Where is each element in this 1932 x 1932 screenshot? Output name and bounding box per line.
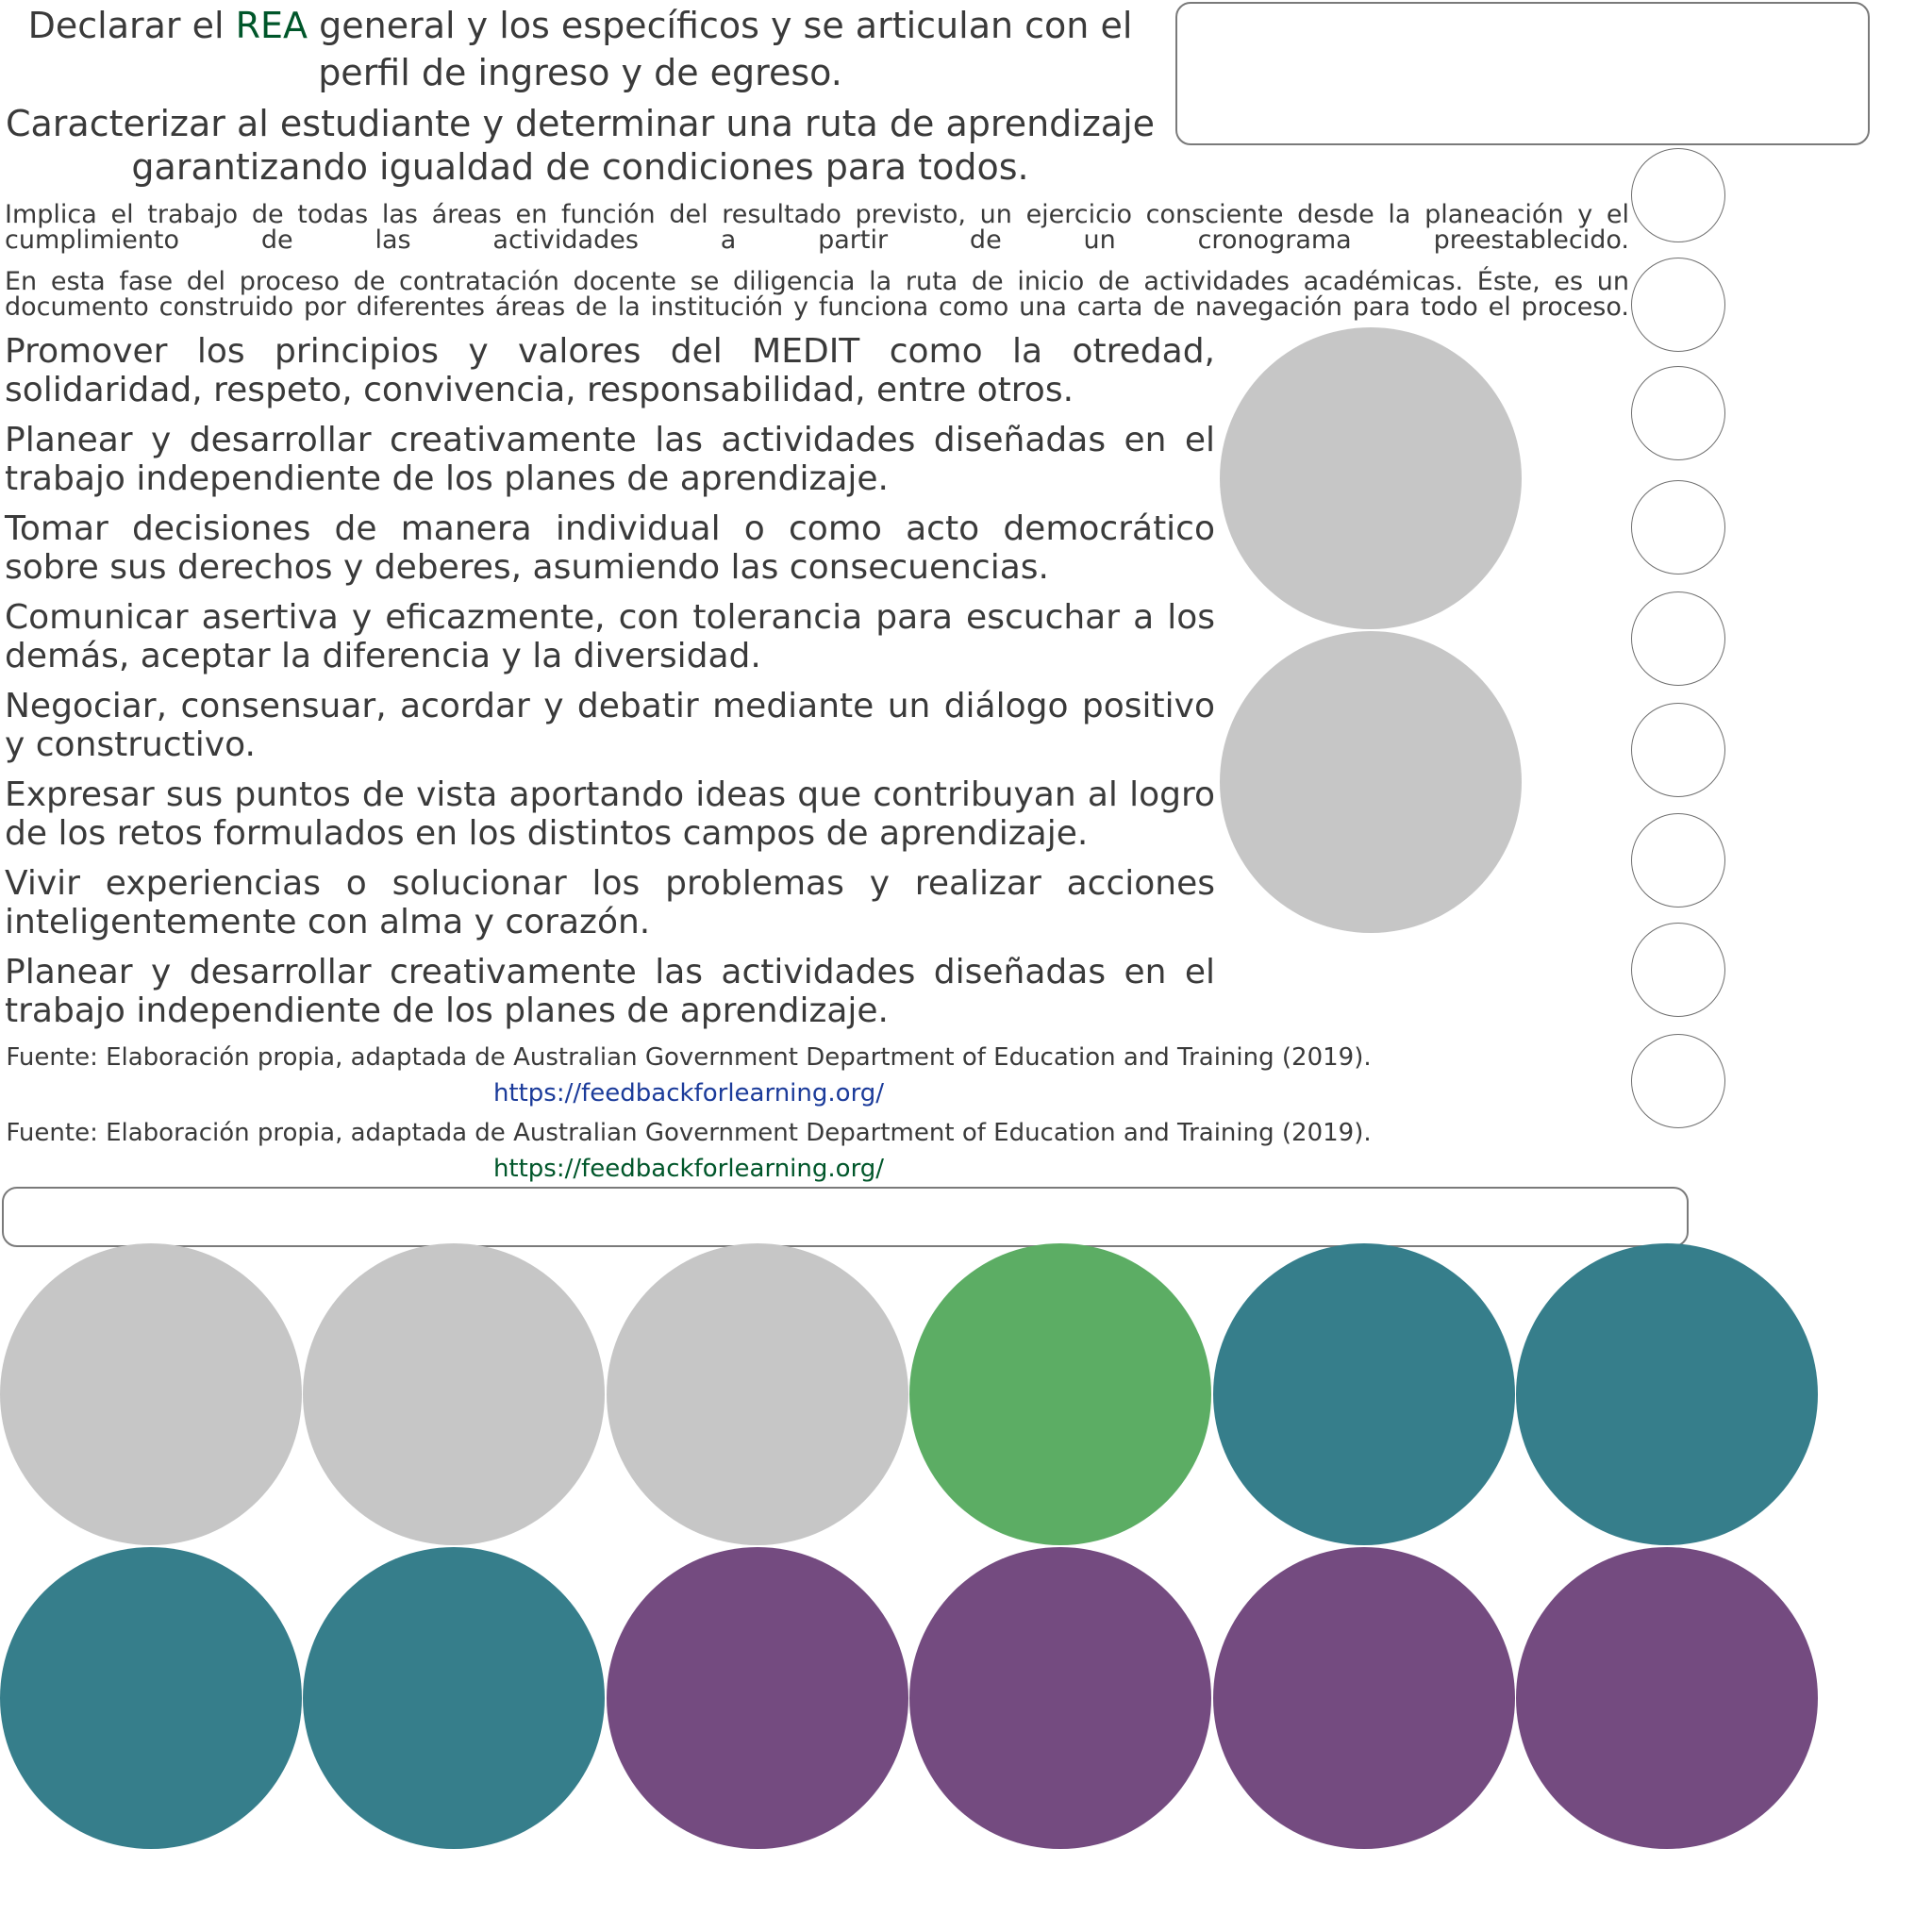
paragraph-contratacion: En esta fase del proceso de contratación… bbox=[5, 267, 1629, 322]
purple-circle bbox=[1516, 1547, 1818, 1849]
grey-circle bbox=[1220, 327, 1522, 629]
teal-circle bbox=[303, 1547, 605, 1849]
list-item: Promover los principios y valores del ME… bbox=[5, 332, 1215, 409]
source-note-1: Fuente: Elaboración propia, adaptada de … bbox=[0, 1040, 1377, 1111]
purple-circle bbox=[1213, 1547, 1515, 1849]
empty-circle[interactable] bbox=[1631, 591, 1725, 686]
grey-circle bbox=[0, 1243, 302, 1545]
empty-circle[interactable] bbox=[1631, 1034, 1725, 1128]
heading-rea-before: Declarar el bbox=[27, 5, 236, 46]
empty-circle[interactable] bbox=[1631, 703, 1725, 797]
empty-text-box-top[interactable] bbox=[1175, 2, 1870, 145]
grey-circle bbox=[607, 1243, 908, 1545]
list-item: Planear y desarrollar creativamente las … bbox=[5, 421, 1215, 498]
empty-circle[interactable] bbox=[1631, 148, 1725, 242]
heading-caracterizar: Caracterizar al estudiante y determinar … bbox=[5, 103, 1156, 188]
list-item: Planear y desarrollar creativamente las … bbox=[5, 953, 1215, 1030]
empty-circle[interactable] bbox=[1631, 923, 1725, 1017]
empty-circle[interactable] bbox=[1631, 813, 1725, 908]
grey-circle bbox=[303, 1243, 605, 1545]
green-circle bbox=[909, 1243, 1211, 1545]
teal-circle bbox=[1213, 1243, 1515, 1545]
list-item: Comunicar asertiva y eficazmente, con to… bbox=[5, 598, 1215, 675]
purple-circle bbox=[909, 1547, 1211, 1849]
source-link[interactable]: https://feedbackforlearning.org/ bbox=[492, 1155, 885, 1183]
empty-text-box-bottom[interactable] bbox=[2, 1187, 1689, 1247]
grey-circle bbox=[1220, 631, 1522, 933]
heading-rea: Declarar el REA general y los específico… bbox=[0, 2, 1160, 96]
teal-circle bbox=[1516, 1243, 1818, 1545]
list-item: Vivir experiencias o solucionar los prob… bbox=[5, 864, 1215, 941]
list-item: Expresar sus puntos de vista aportando i… bbox=[5, 775, 1215, 853]
teal-circle bbox=[0, 1547, 302, 1849]
source-text: Fuente: Elaboración propia, adaptada de … bbox=[6, 1043, 1372, 1072]
paragraph-areas: Implica el trabajo de todas las áreas en… bbox=[5, 200, 1629, 255]
source-link[interactable]: https://feedbackforlearning.org/ bbox=[492, 1079, 885, 1108]
heading-rea-after: general y los específicos y se articulan… bbox=[308, 5, 1133, 93]
empty-circle[interactable] bbox=[1631, 480, 1725, 575]
list-item: Tomar decisiones de manera individual o … bbox=[5, 509, 1215, 587]
list-item: Negociar, consensuar, acordar y debatir … bbox=[5, 687, 1215, 764]
source-text: Fuente: Elaboración propia, adaptada de … bbox=[6, 1119, 1372, 1147]
empty-circle[interactable] bbox=[1631, 366, 1725, 460]
purple-circle bbox=[607, 1547, 908, 1849]
rea-highlight: REA bbox=[235, 5, 308, 46]
empty-circle[interactable] bbox=[1631, 258, 1725, 352]
source-note-2: Fuente: Elaboración propia, adaptada de … bbox=[0, 1115, 1377, 1187]
